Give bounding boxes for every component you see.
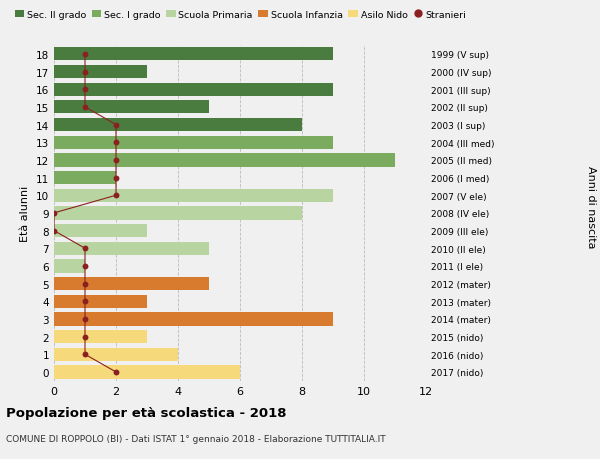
Point xyxy=(80,316,90,323)
Point xyxy=(80,86,90,94)
Legend: Sec. II grado, Sec. I grado, Scuola Primaria, Scuola Infanzia, Asilo Nido, Stran: Sec. II grado, Sec. I grado, Scuola Prim… xyxy=(11,7,470,23)
Point xyxy=(80,104,90,111)
Point xyxy=(80,263,90,270)
Bar xyxy=(54,101,209,114)
Point xyxy=(80,280,90,288)
Bar xyxy=(54,260,85,273)
Bar xyxy=(54,242,209,255)
Point xyxy=(111,369,121,376)
Point xyxy=(80,51,90,58)
Bar xyxy=(54,154,395,167)
Bar xyxy=(54,172,116,185)
Bar xyxy=(54,295,147,308)
Bar xyxy=(54,224,147,238)
Bar xyxy=(54,348,178,361)
Text: Anni di nascita: Anni di nascita xyxy=(586,165,596,248)
Bar xyxy=(54,48,333,62)
Bar xyxy=(54,365,240,379)
Bar xyxy=(54,207,302,220)
Bar xyxy=(54,330,147,343)
Text: COMUNE DI ROPPOLO (BI) - Dati ISTAT 1° gennaio 2018 - Elaborazione TUTTITALIA.IT: COMUNE DI ROPPOLO (BI) - Dati ISTAT 1° g… xyxy=(6,434,386,443)
Point xyxy=(111,157,121,164)
Text: Popolazione per età scolastica - 2018: Popolazione per età scolastica - 2018 xyxy=(6,406,287,419)
Bar xyxy=(54,66,147,79)
Point xyxy=(80,69,90,76)
Point xyxy=(80,245,90,252)
Point xyxy=(49,227,59,235)
Point xyxy=(111,192,121,200)
Bar xyxy=(54,189,333,202)
Bar xyxy=(54,84,333,96)
Point xyxy=(80,298,90,305)
Point xyxy=(111,174,121,182)
Bar xyxy=(54,313,333,326)
Point xyxy=(80,333,90,341)
Point xyxy=(111,139,121,146)
Point xyxy=(80,351,90,358)
Bar xyxy=(54,118,302,132)
Point xyxy=(49,210,59,217)
Y-axis label: Età alunni: Età alunni xyxy=(20,185,31,241)
Point xyxy=(111,122,121,129)
Bar xyxy=(54,136,333,150)
Bar xyxy=(54,277,209,291)
